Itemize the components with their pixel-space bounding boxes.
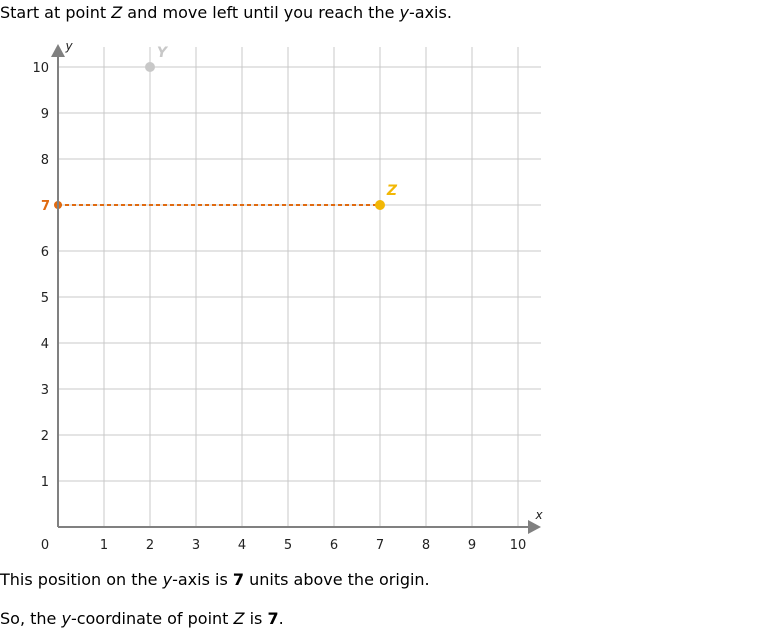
- x-tick-label: 2: [146, 538, 154, 553]
- axis-variable: y: [61, 609, 71, 628]
- axes: x y 0 1 2 3 4 5 6 7 8 9 10 1 2 3 4 5 6 8 9 10: [32, 39, 543, 553]
- x-tick-label: 10: [510, 538, 527, 553]
- points: YZ: [145, 45, 398, 210]
- explanation-middle: -axis is: [172, 570, 233, 589]
- conclusion-text: So, the y-coordinate of point Z is 7.: [0, 608, 284, 630]
- point-y-marker: [145, 62, 155, 72]
- explanation-prefix: This position on the: [0, 570, 163, 589]
- instruction-prefix: Start at point: [0, 3, 112, 22]
- instruction-text: Start at point Z and move left until you…: [0, 2, 452, 24]
- conclusion-middle: -coordinate of point: [70, 609, 234, 628]
- x-tick-label: 5: [284, 538, 292, 553]
- point-z-label: Z: [386, 183, 398, 199]
- y-tick-label: 8: [41, 153, 49, 168]
- highlighted-y-tick-label: 7: [41, 199, 50, 214]
- explanation-text: This position on the y-axis is 7 units a…: [0, 569, 430, 591]
- conclusion-is: is: [244, 609, 268, 628]
- point-z-marker: [375, 200, 385, 210]
- coordinate-value: 7: [232, 570, 244, 589]
- y-tick-label: 5: [41, 291, 49, 306]
- y-tick-label: 3: [41, 383, 49, 398]
- x-axis-arrow: [528, 520, 541, 534]
- instruction-suffix: -axis.: [408, 3, 452, 22]
- explanation-suffix: units above the origin.: [244, 570, 430, 589]
- x-tick-label: 8: [422, 538, 430, 553]
- instruction-middle: and move left until you reach the: [122, 3, 400, 22]
- x-tick-label: 6: [330, 538, 338, 553]
- y-tick-label: 2: [41, 429, 49, 444]
- x-tick-label: 3: [192, 538, 200, 553]
- y-axis-label: y: [64, 39, 73, 53]
- y-tick-label: 6: [41, 245, 49, 260]
- x-tick-label: 0: [41, 538, 49, 553]
- axis-variable: y: [162, 570, 173, 589]
- x-tick-label: 4: [238, 538, 246, 553]
- y-tick-label: 1: [41, 475, 49, 490]
- y-tick-label: 4: [41, 337, 49, 352]
- conclusion-end: .: [278, 609, 284, 628]
- point-name: Z: [111, 3, 123, 22]
- axis-variable: y: [399, 3, 409, 22]
- y-axis-arrow: [51, 44, 65, 57]
- x-tick-label: 9: [468, 538, 476, 553]
- y-tick-label: 9: [41, 107, 49, 122]
- point-y-label: Y: [157, 45, 169, 61]
- y-tick-label: 10: [32, 61, 49, 76]
- highlight-guide: 7: [41, 199, 380, 214]
- coordinate-value: 7: [267, 609, 279, 628]
- point-name: Z: [233, 609, 245, 628]
- x-axis-label: x: [534, 508, 543, 522]
- grid: [58, 47, 541, 527]
- x-tick-label: 1: [100, 538, 108, 553]
- conclusion-prefix: So, the: [0, 609, 62, 628]
- x-tick-label: 7: [376, 538, 384, 553]
